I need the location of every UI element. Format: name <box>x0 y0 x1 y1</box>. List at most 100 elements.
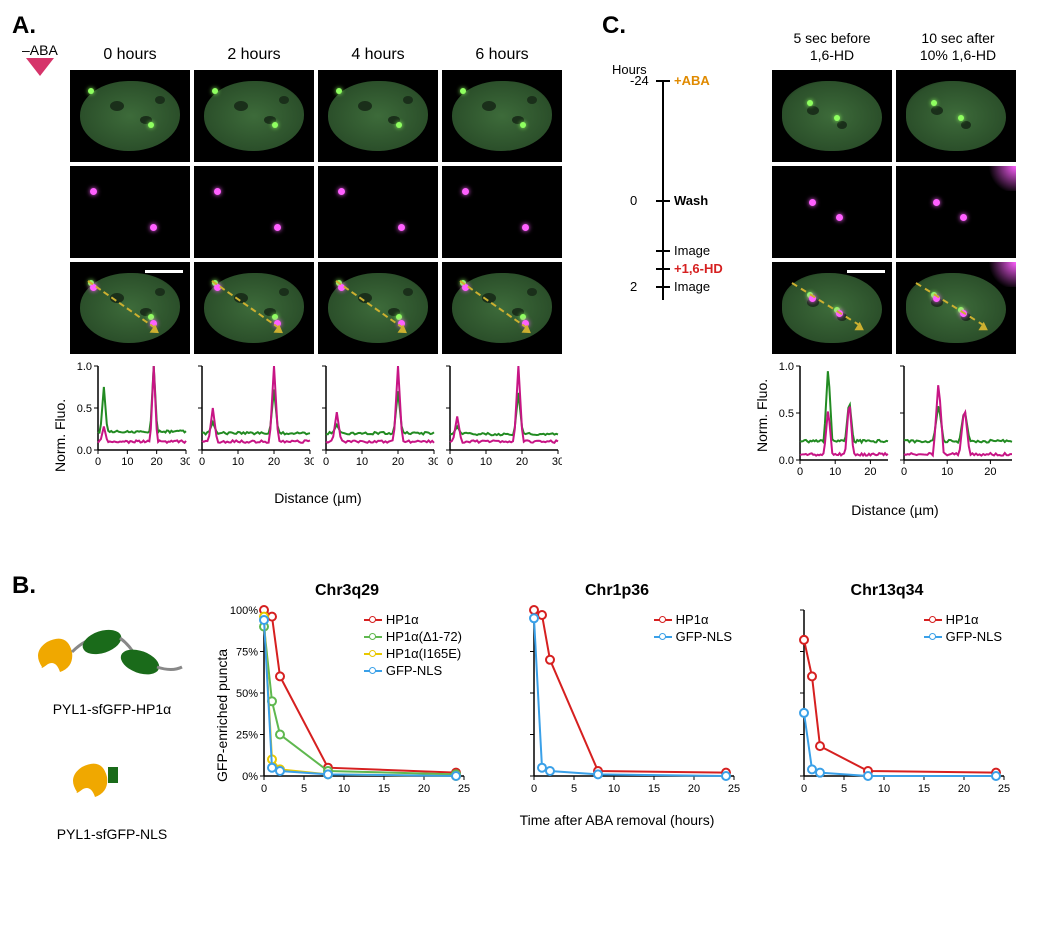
decay-chart: Chr3q290%25%50%75%100%0510152025HP1αHP1α… <box>222 582 472 804</box>
svg-text:25: 25 <box>998 783 1010 795</box>
svg-text:0: 0 <box>261 783 267 795</box>
microscopy-image <box>318 262 438 354</box>
svg-text:0.5: 0.5 <box>77 403 92 415</box>
svg-text:5: 5 <box>571 783 577 795</box>
panel-b-charts: Chr3q290%25%50%75%100%0510152025HP1αHP1α… <box>222 582 1012 804</box>
svg-text:20: 20 <box>958 783 970 795</box>
svg-text:75%: 75% <box>236 647 258 659</box>
svg-text:10: 10 <box>829 466 841 478</box>
microscopy-image <box>896 166 1016 258</box>
svg-text:30: 30 <box>180 456 190 468</box>
panel-b-label: B. <box>12 572 36 600</box>
microscopy-image <box>772 70 892 162</box>
lineplot: 0.0 0.5 1.0 0 10 20 <box>772 362 892 482</box>
lineplot: 0102030 <box>194 362 314 472</box>
microscopy-image <box>194 70 314 162</box>
c-header-0: 5 sec before1,6-HD <box>772 30 892 64</box>
svg-text:15: 15 <box>918 783 930 795</box>
panel-c-xlabel: Distance (µm) <box>772 502 1018 518</box>
svg-text:0: 0 <box>901 466 907 478</box>
svg-text:10: 10 <box>941 466 953 478</box>
panel-c-image-grid <box>772 70 1016 354</box>
microscopy-image <box>318 166 438 258</box>
svg-text:20: 20 <box>268 456 280 468</box>
svg-text:30: 30 <box>428 456 438 468</box>
panel-a-image-grid <box>70 70 562 354</box>
construct-nls-icon <box>22 747 192 815</box>
panel-b-diagram: PYL1-sfGFP-HP1α PYL1-sfGFP-NLS <box>22 612 202 872</box>
svg-text:100%: 100% <box>230 605 258 617</box>
lineplot: 0102030 <box>442 362 562 472</box>
svg-text:20: 20 <box>864 466 876 478</box>
microscopy-image <box>194 262 314 354</box>
panel-a-lineplots: 0.00.51.00102030010203001020300102030 <box>70 362 562 472</box>
microscopy-image <box>896 262 1016 354</box>
svg-text:30: 30 <box>552 456 562 468</box>
svg-text:20: 20 <box>516 456 528 468</box>
microscopy-image <box>194 166 314 258</box>
svg-text:0: 0 <box>797 466 803 478</box>
microscopy-image <box>772 166 892 258</box>
panel-c-headers: 5 sec before1,6-HD 10 sec after10% 1,6-H… <box>772 30 1018 64</box>
svg-text:0: 0 <box>531 783 537 795</box>
svg-text:25%: 25% <box>236 730 258 742</box>
microscopy-image <box>70 70 190 162</box>
svg-text:20: 20 <box>151 456 163 468</box>
panel-a-xlabel: Distance (µm) <box>70 490 566 506</box>
svg-text:20: 20 <box>688 783 700 795</box>
svg-text:5: 5 <box>301 783 307 795</box>
svg-text:10: 10 <box>608 783 620 795</box>
svg-text:0.0: 0.0 <box>779 455 794 467</box>
svg-text:10: 10 <box>232 456 244 468</box>
panel-b-xlabel: Time after ABA removal (hours) <box>222 812 1012 828</box>
svg-text:0%: 0% <box>242 771 258 783</box>
panel-a-time-headers: 0 hours 2 hours 4 hours 6 hours <box>70 46 562 64</box>
microscopy-image <box>70 262 190 354</box>
panel-c-timeline: Hours -24+ABA0WashImage+1,6-HD2Image <box>612 70 762 350</box>
chart-legend: HP1αHP1α(Δ1-72)HP1α(I165E)GFP-NLS <box>364 612 462 680</box>
svg-text:0: 0 <box>323 456 329 468</box>
decay-chart: Chr13q340510152025HP1αGFP-NLS <box>762 582 1012 804</box>
c-header-1: 10 sec after10% 1,6-HD <box>898 30 1018 64</box>
panel-a-label: A. <box>12 12 36 40</box>
svg-text:1.0: 1.0 <box>77 362 92 373</box>
lineplot: 0 10 20 <box>896 362 1016 482</box>
construct-hp1a: PYL1-sfGFP-HP1α <box>22 612 202 717</box>
microscopy-image <box>318 70 438 162</box>
microscopy-image <box>442 166 562 258</box>
panel-c-label: C. <box>602 12 626 40</box>
chart-legend: HP1αGFP-NLS <box>654 612 732 646</box>
decay-chart: Chr1p360510152025HP1αGFP-NLS <box>492 582 742 804</box>
construct-nls: PYL1-sfGFP-NLS <box>22 747 202 842</box>
lineplot: 0.0 0.5 1.0 0 10 20 30 <box>70 362 190 472</box>
svg-text:10: 10 <box>356 456 368 468</box>
svg-text:25: 25 <box>728 783 740 795</box>
microscopy-image <box>70 166 190 258</box>
svg-text:0: 0 <box>801 783 807 795</box>
svg-text:30: 30 <box>304 456 314 468</box>
svg-text:10: 10 <box>121 456 133 468</box>
svg-text:20: 20 <box>392 456 404 468</box>
svg-text:1.0: 1.0 <box>779 362 794 373</box>
construct-hp1a-icon <box>22 612 192 690</box>
panel-c-ylabel: Norm. Fluo. <box>754 379 770 452</box>
svg-text:0.0: 0.0 <box>77 445 92 457</box>
svg-text:10: 10 <box>480 456 492 468</box>
microscopy-image <box>772 262 892 354</box>
svg-text:20: 20 <box>418 783 430 795</box>
panel-a-ylabel: Norm. Fluo. <box>52 399 68 472</box>
svg-text:10: 10 <box>338 783 350 795</box>
microscopy-image <box>896 70 1016 162</box>
triangle-icon <box>26 58 54 76</box>
svg-text:10: 10 <box>878 783 890 795</box>
svg-text:15: 15 <box>648 783 660 795</box>
svg-text:0.5: 0.5 <box>779 408 794 420</box>
svg-text:0: 0 <box>95 456 101 468</box>
chart-legend: HP1αGFP-NLS <box>924 612 1002 646</box>
svg-text:25: 25 <box>458 783 470 795</box>
aba-marker: –ABA <box>22 42 58 76</box>
svg-text:20: 20 <box>984 466 996 478</box>
svg-text:15: 15 <box>378 783 390 795</box>
panel-c-lineplots: 0.0 0.5 1.0 0 10 20 0 10 20 <box>772 362 1016 482</box>
svg-text:50%: 50% <box>236 688 258 700</box>
